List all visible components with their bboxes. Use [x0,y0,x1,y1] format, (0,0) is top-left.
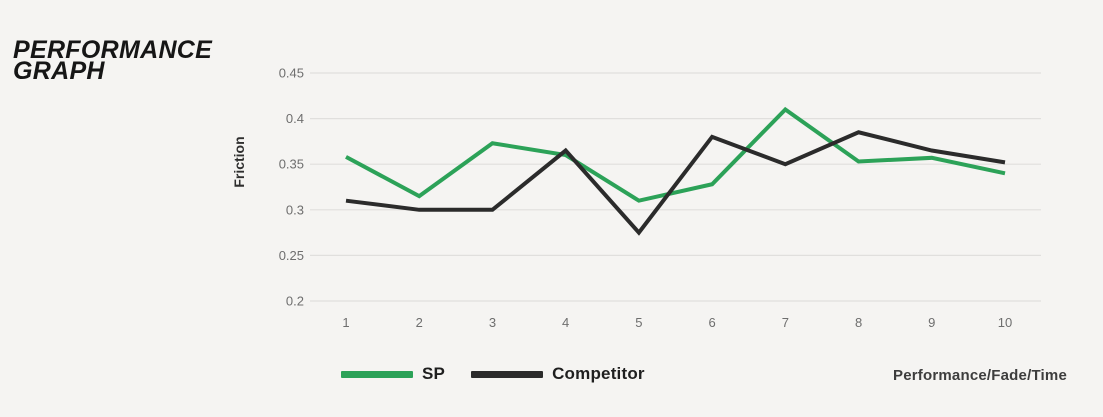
x-axis-title: Performance/Fade/Time [893,367,1067,384]
svg-text:5: 5 [635,315,642,330]
x-axis-tick-labels: 1 2 3 4 5 6 7 8 9 10 [342,315,1012,330]
svg-text:9: 9 [928,315,935,330]
svg-text:4: 4 [562,315,569,330]
y-axis-title: Friction [231,136,247,187]
svg-text:1: 1 [342,315,349,330]
legend-label-sp: SP [422,364,446,383]
svg-text:0.4: 0.4 [286,111,304,126]
page-title: PERFORMANCE GRAPH [13,36,213,85]
chart-legend: SP Competitor [341,364,645,384]
svg-text:0.3: 0.3 [286,202,304,217]
svg-text:0.25: 0.25 [279,248,304,263]
competitor-line-swatch [471,370,544,378]
gridlines [310,72,1041,302]
svg-text:3: 3 [489,315,496,330]
svg-text:6: 6 [708,315,715,330]
svg-text:2: 2 [416,315,423,330]
y-axis-tick-labels: 0.2 0.25 0.3 0.35 0.4 0.45 [279,66,304,309]
svg-text:0.2: 0.2 [286,294,304,309]
sp-line-swatch [341,370,413,378]
legend-item-sp: SP [341,364,445,384]
svg-text:10: 10 [998,315,1012,330]
legend-item-competitor: Competitor [471,364,645,384]
legend-label-competitor: Competitor [552,364,645,383]
series-lines [345,106,1006,236]
svg-text:0.35: 0.35 [279,157,304,172]
svg-text:0.45: 0.45 [279,66,304,81]
svg-text:8: 8 [855,315,862,330]
svg-text:7: 7 [782,315,789,330]
